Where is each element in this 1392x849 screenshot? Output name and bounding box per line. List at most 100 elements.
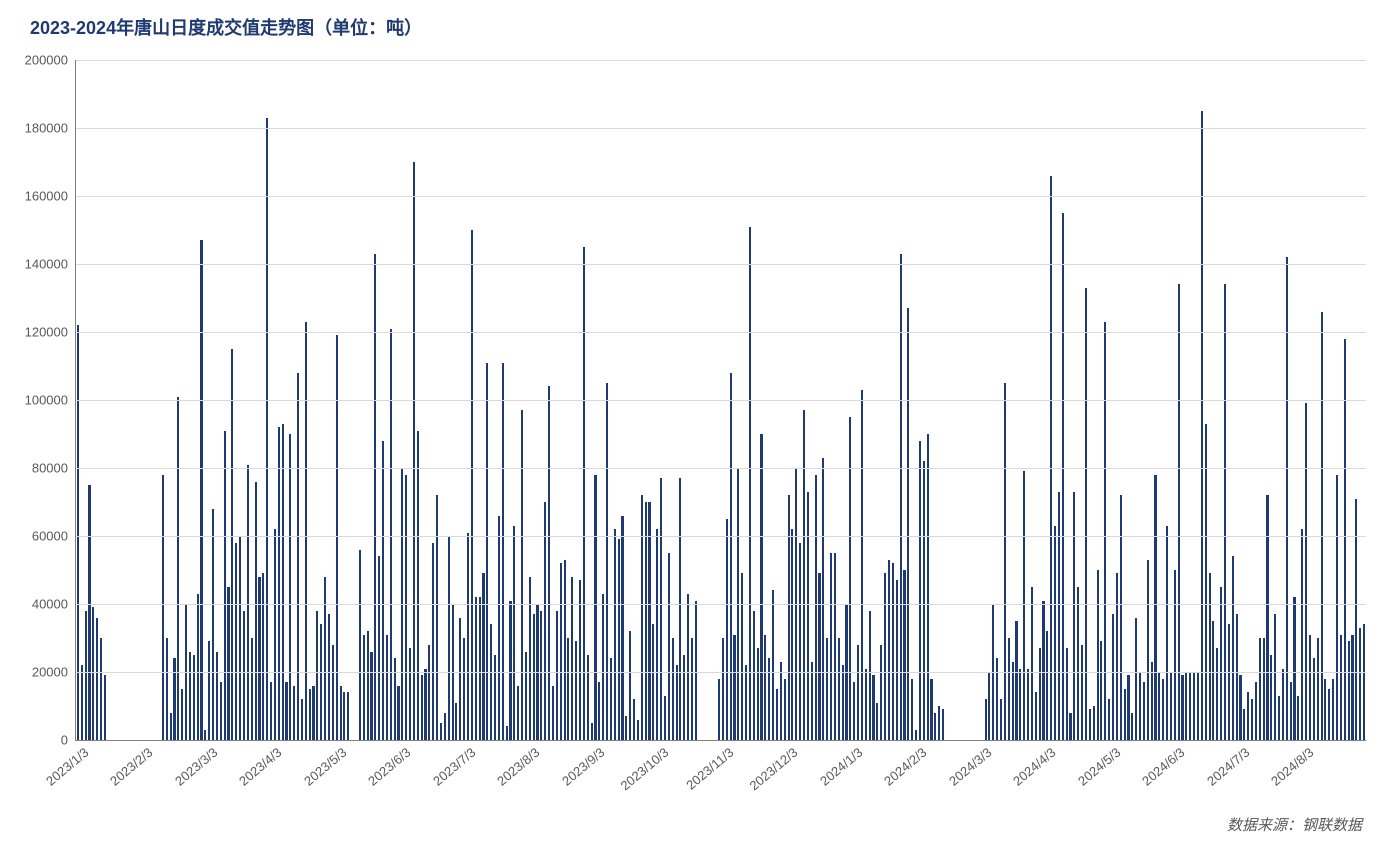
bar — [448, 536, 450, 740]
bar — [749, 227, 751, 740]
gridline — [76, 400, 1366, 401]
bar — [1247, 692, 1249, 740]
bar — [181, 689, 183, 740]
bar — [390, 329, 392, 740]
bar — [726, 519, 728, 740]
bar — [1263, 638, 1265, 740]
bar — [1212, 621, 1214, 740]
bar — [888, 560, 890, 740]
bar — [876, 703, 878, 740]
bar — [282, 424, 284, 740]
bar — [1189, 672, 1191, 740]
bar — [1328, 689, 1330, 740]
bar — [1000, 699, 1002, 740]
bar — [316, 611, 318, 740]
bar — [1313, 658, 1315, 740]
bar — [1243, 709, 1245, 740]
bar — [1363, 624, 1365, 740]
bar — [432, 543, 434, 740]
bar — [343, 692, 345, 740]
bar — [502, 363, 504, 740]
bar — [285, 682, 287, 740]
bar — [367, 631, 369, 740]
bar — [1309, 635, 1311, 740]
bar — [77, 325, 79, 740]
bar — [266, 118, 268, 740]
bar — [668, 553, 670, 740]
bar — [907, 308, 909, 740]
bar — [1039, 648, 1041, 740]
bar — [1023, 471, 1025, 740]
bar — [679, 478, 681, 740]
gridline — [76, 128, 1366, 129]
gridline — [76, 264, 1366, 265]
bar — [479, 597, 481, 740]
bar — [757, 648, 759, 740]
bar — [258, 577, 260, 740]
xtick-label: 2024/6/3 — [1136, 740, 1188, 789]
bar — [386, 635, 388, 740]
bar — [1193, 672, 1195, 740]
bar — [1100, 641, 1102, 740]
bar — [1151, 662, 1153, 740]
bar — [629, 631, 631, 740]
bar — [1251, 699, 1253, 740]
bar — [764, 635, 766, 740]
ytick-label: 160000 — [25, 189, 76, 204]
bar — [1332, 679, 1334, 740]
bar — [297, 373, 299, 740]
ytick-label: 40000 — [32, 597, 76, 612]
bar — [405, 475, 407, 740]
bar — [594, 475, 596, 740]
bar — [1255, 682, 1257, 740]
bar — [1293, 597, 1295, 740]
bar — [826, 638, 828, 740]
bar — [733, 635, 735, 740]
xtick-label: 2023/6/3 — [362, 740, 414, 789]
bar — [818, 573, 820, 740]
bar — [567, 638, 569, 740]
bar — [1266, 495, 1268, 740]
bar — [1019, 669, 1021, 740]
bar — [486, 363, 488, 740]
bar — [85, 611, 87, 740]
bar — [270, 682, 272, 740]
bar — [96, 618, 98, 740]
bar — [471, 230, 473, 740]
bar — [475, 597, 477, 740]
bar — [772, 590, 774, 740]
bar — [633, 699, 635, 740]
bar — [262, 573, 264, 740]
bar — [506, 726, 508, 740]
bar — [513, 526, 515, 740]
bar — [509, 601, 511, 740]
xtick-label: 2023/2/3 — [104, 740, 156, 789]
bar — [328, 614, 330, 740]
bar — [413, 162, 415, 740]
bar — [88, 485, 90, 740]
bar — [235, 543, 237, 740]
bar — [903, 570, 905, 740]
bar — [428, 645, 430, 740]
bar — [347, 692, 349, 740]
bar — [892, 563, 894, 740]
bar — [1062, 213, 1064, 740]
bar — [1340, 635, 1342, 740]
bar — [521, 410, 523, 740]
bar — [231, 349, 233, 740]
bar — [1093, 706, 1095, 740]
bar — [1077, 587, 1079, 740]
bar — [741, 573, 743, 740]
bar — [216, 652, 218, 740]
bar — [374, 254, 376, 740]
chart-container: 2023-2024年唐山日度成交值走势图（单位：吨） 0200004000060… — [0, 0, 1392, 849]
bar — [490, 624, 492, 740]
bar — [900, 254, 902, 740]
bar — [1282, 669, 1284, 740]
bar — [911, 679, 913, 740]
gridline — [76, 536, 1366, 537]
bar — [200, 240, 202, 740]
xtick-label: 2023/4/3 — [233, 740, 285, 789]
gridline — [76, 468, 1366, 469]
bar — [1073, 492, 1075, 740]
